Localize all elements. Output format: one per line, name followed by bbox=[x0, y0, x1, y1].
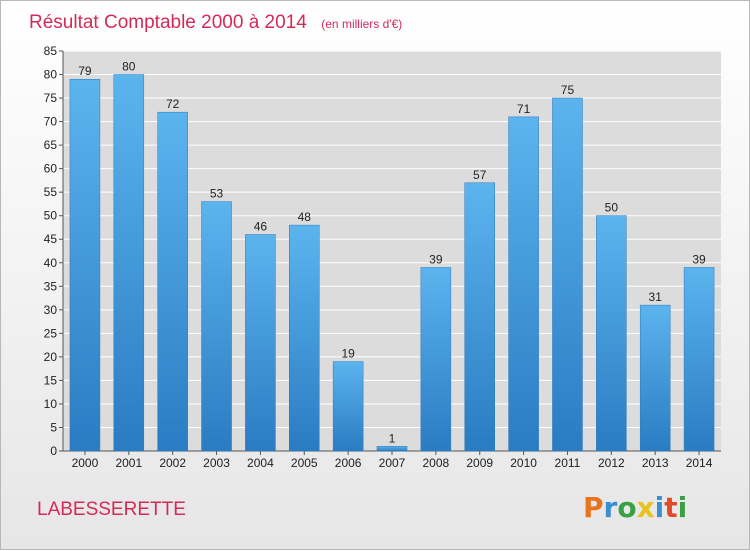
logo-letter: t bbox=[664, 491, 677, 524]
value-label-2010: 71 bbox=[517, 102, 531, 116]
bar-2005 bbox=[289, 224, 320, 452]
bar-2000 bbox=[69, 78, 101, 452]
value-label-2011: 75 bbox=[561, 83, 575, 97]
value-label-2012: 50 bbox=[605, 201, 619, 215]
value-label-2008: 39 bbox=[429, 252, 443, 266]
proxiti-logo: Proxiti bbox=[583, 491, 687, 524]
value-label-2004: 46 bbox=[254, 220, 268, 234]
value-label-2005: 48 bbox=[298, 210, 312, 224]
logo-letter: r bbox=[604, 491, 618, 524]
y-tick-label: 0 bbox=[50, 444, 57, 458]
x-tick-label-2004: 2004 bbox=[247, 456, 274, 470]
value-label-2013: 31 bbox=[649, 290, 663, 304]
y-tick-label: 55 bbox=[44, 185, 58, 199]
x-tick-label-2009: 2009 bbox=[466, 456, 493, 470]
chart-title: Résultat Comptable 2000 à 2014 (en milli… bbox=[29, 12, 402, 33]
value-label-2002: 72 bbox=[166, 97, 180, 111]
y-tick-label: 35 bbox=[44, 279, 58, 293]
y-tick-label: 75 bbox=[44, 91, 58, 105]
x-tick-label-2014: 2014 bbox=[686, 456, 713, 470]
y-tick-label: 15 bbox=[44, 373, 58, 387]
bar-2003 bbox=[201, 201, 232, 452]
value-label-2007: 1 bbox=[389, 431, 396, 445]
value-label-2006: 19 bbox=[341, 347, 355, 361]
y-tick-label: 20 bbox=[44, 350, 58, 364]
logo-letter: i bbox=[655, 491, 665, 524]
x-tick-label-2006: 2006 bbox=[335, 456, 362, 470]
bar-2007 bbox=[376, 446, 408, 452]
logo-letter: o bbox=[617, 491, 636, 524]
x-tick-label-2002: 2002 bbox=[159, 456, 186, 470]
y-tick-label: 40 bbox=[44, 256, 58, 270]
x-tick-label-2012: 2012 bbox=[598, 456, 625, 470]
commune-name: LABESSERETTE bbox=[37, 499, 186, 520]
y-tick-label: 10 bbox=[44, 397, 58, 411]
y-tick-label: 50 bbox=[44, 209, 58, 223]
bars: 79 80 72 53 46 48 19 1 39 57 71 75 50 31 39 bbox=[69, 60, 715, 452]
x-tick-label-2008: 2008 bbox=[423, 456, 450, 470]
x-tick-label-2005: 2005 bbox=[291, 456, 318, 470]
y-tick-label: 85 bbox=[44, 44, 58, 58]
bar-2008 bbox=[420, 267, 452, 452]
y-tick-label: 25 bbox=[44, 326, 58, 340]
bar-2012 bbox=[596, 215, 627, 452]
y-tick-label: 60 bbox=[44, 162, 58, 176]
y-tick-label: 30 bbox=[44, 303, 58, 317]
logo-letter: x bbox=[637, 491, 655, 524]
bar-2014 bbox=[683, 267, 715, 452]
bar-2002 bbox=[157, 111, 188, 452]
x-tick-label-2013: 2013 bbox=[642, 456, 669, 470]
x-tick-label-2001: 2001 bbox=[115, 456, 142, 470]
bar-2010 bbox=[508, 116, 539, 452]
y-tick-label: 70 bbox=[44, 115, 58, 129]
y-tick-label: 80 bbox=[44, 68, 58, 82]
x-tick-label-2000: 2000 bbox=[72, 456, 99, 470]
logo-letter: i bbox=[678, 491, 688, 524]
x-tick-label-2007: 2007 bbox=[379, 456, 406, 470]
x-tick-label-2010: 2010 bbox=[510, 456, 537, 470]
bar-2009 bbox=[464, 182, 495, 452]
bar-2001 bbox=[113, 74, 145, 452]
axes: 0 5 10 15 20 25 30 35 40 45 50 55 60 65 70 75 80 85 2000 20… bbox=[44, 44, 721, 470]
bar-2004 bbox=[245, 234, 276, 452]
x-tick-label-2011: 2011 bbox=[555, 456, 581, 470]
bar-2013 bbox=[639, 304, 671, 452]
value-label-2014: 39 bbox=[692, 252, 706, 266]
value-label-2000: 79 bbox=[78, 64, 92, 78]
y-tick-label: 65 bbox=[44, 138, 58, 152]
x-tick-label-2003: 2003 bbox=[203, 456, 230, 470]
y-tick-label: 45 bbox=[44, 232, 58, 246]
logo-letter: P bbox=[583, 491, 604, 524]
value-label-2003: 53 bbox=[210, 187, 224, 201]
bar-2006 bbox=[332, 361, 364, 452]
y-tick-label: 5 bbox=[50, 420, 57, 434]
value-label-2009: 57 bbox=[473, 168, 487, 182]
value-label-2001: 80 bbox=[122, 60, 136, 74]
bar-2011 bbox=[552, 97, 583, 452]
